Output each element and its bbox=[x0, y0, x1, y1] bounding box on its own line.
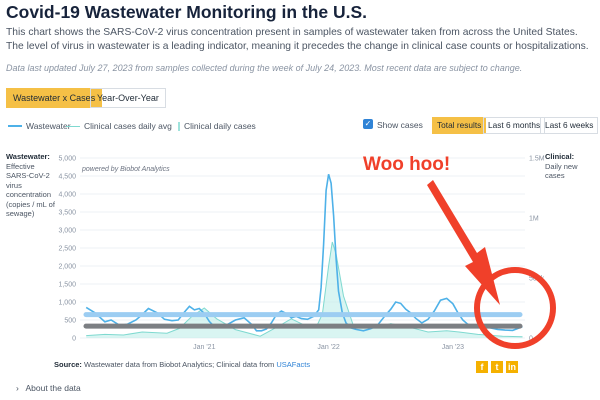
clinical-cases-layer bbox=[86, 241, 523, 338]
source-label: Source: bbox=[54, 360, 82, 369]
clinical-daily-avg-line bbox=[86, 241, 523, 338]
annotation-arrow bbox=[427, 180, 500, 305]
left-tick-label: 1,000 bbox=[58, 300, 76, 307]
left-axis-description: Effective SARS-CoV-2 virus concentration… bbox=[6, 161, 55, 219]
wastewater-layer bbox=[85, 173, 523, 332]
x-tick-label: Jan '21 bbox=[193, 344, 215, 351]
left-tick-label: 2,000 bbox=[58, 264, 76, 271]
right-axis-title: Clinical: Daily new cases bbox=[545, 152, 599, 181]
usafacts-link[interactable]: USAFacts bbox=[276, 360, 311, 369]
left-tick-label: 1,500 bbox=[58, 282, 76, 289]
source-note: Source: Wastewater data from Biobot Anal… bbox=[54, 360, 310, 369]
left-tick-label: 2,500 bbox=[58, 246, 76, 253]
powered-by-label: powered by Biobot Analytics bbox=[81, 166, 170, 173]
overlay-lines bbox=[83, 312, 523, 329]
clinical-daily-cases-area bbox=[86, 242, 523, 338]
range-last-6-weeks[interactable]: Last 6 weeks bbox=[540, 117, 599, 134]
annotation-circle bbox=[474, 267, 556, 349]
linkedin-icon[interactable]: in bbox=[506, 361, 518, 373]
wastewater-line-swatch bbox=[8, 125, 22, 127]
x-tick-label: Jan '22 bbox=[317, 344, 339, 351]
legend-daily-cases-label: Clinical daily cases bbox=[184, 121, 256, 131]
left-tick-label: 500 bbox=[64, 318, 76, 325]
legend-daily-cases: Clinical daily cases bbox=[178, 121, 256, 131]
daily-cases-bar-swatch bbox=[178, 121, 180, 131]
left-tick-label: 0 bbox=[72, 336, 76, 343]
show-cases-label[interactable]: Show cases bbox=[377, 120, 423, 130]
page-description: This chart shows the SARS-CoV-2 virus co… bbox=[6, 27, 589, 52]
woo-hoo-annotation: Woo hoo! bbox=[363, 154, 556, 349]
range-last-6-months[interactable]: Last 6 months bbox=[483, 117, 546, 134]
daily-avg-line-swatch bbox=[66, 125, 80, 127]
x-axis-ticks: Jan '21 Jan '22 Jan '23 bbox=[193, 344, 464, 351]
show-cases-checkbox[interactable]: ✓ bbox=[363, 119, 373, 129]
source-text: Wastewater data from Biobot Analytics; C… bbox=[84, 360, 275, 369]
wastewater-line bbox=[85, 173, 523, 332]
range-total-results[interactable]: Total results bbox=[432, 117, 487, 134]
legend-daily-avg-label: Clinical cases daily avg bbox=[84, 121, 172, 131]
about-the-data-toggle[interactable]: › About the data bbox=[16, 383, 81, 393]
left-tick-label: 4,500 bbox=[58, 174, 76, 181]
legend-daily-avg: Clinical cases daily avg bbox=[66, 121, 172, 131]
about-label: About the data bbox=[25, 383, 81, 393]
tab-wastewater-x-cases[interactable]: Wastewater x Cases bbox=[6, 88, 103, 108]
tab-year-over-year[interactable]: Year-Over-Year bbox=[90, 88, 166, 108]
left-tick-label: 4,000 bbox=[58, 192, 76, 199]
left-axis-heading: Wastewater: bbox=[6, 152, 50, 161]
x-tick-label: Jan '23 bbox=[442, 344, 464, 351]
right-tick-label: 0 bbox=[529, 336, 533, 343]
data-updated-note: Data last updated July 27, 2023 from sam… bbox=[6, 63, 523, 73]
annotation-text: Woo hoo! bbox=[363, 154, 450, 175]
left-tick-label: 3,500 bbox=[58, 210, 76, 217]
right-tick-label: 1M bbox=[529, 216, 539, 223]
left-tick-label: 5,000 bbox=[58, 156, 76, 163]
left-axis-title: Wastewater: Effective SARS-CoV-2 virus c… bbox=[6, 152, 58, 219]
right-axis-heading: Clinical: bbox=[545, 152, 575, 161]
page-title: Covid-19 Wastewater Monitoring in the U.… bbox=[6, 2, 368, 22]
twitter-icon[interactable]: t bbox=[491, 361, 503, 373]
facebook-icon[interactable]: f bbox=[476, 361, 488, 373]
legend-wastewater: Wastewater bbox=[8, 121, 71, 131]
legend-wastewater-label: Wastewater bbox=[26, 121, 71, 131]
left-tick-label: 3,000 bbox=[58, 228, 76, 235]
right-tick-label: 1.5M bbox=[529, 156, 545, 163]
right-axis-description: Daily new cases bbox=[545, 161, 578, 181]
left-axis-ticks: 0 500 1,000 1,500 2,000 2,500 3,000 3,500 4,000 4… bbox=[58, 156, 76, 343]
chevron-right-icon: › bbox=[16, 383, 19, 393]
